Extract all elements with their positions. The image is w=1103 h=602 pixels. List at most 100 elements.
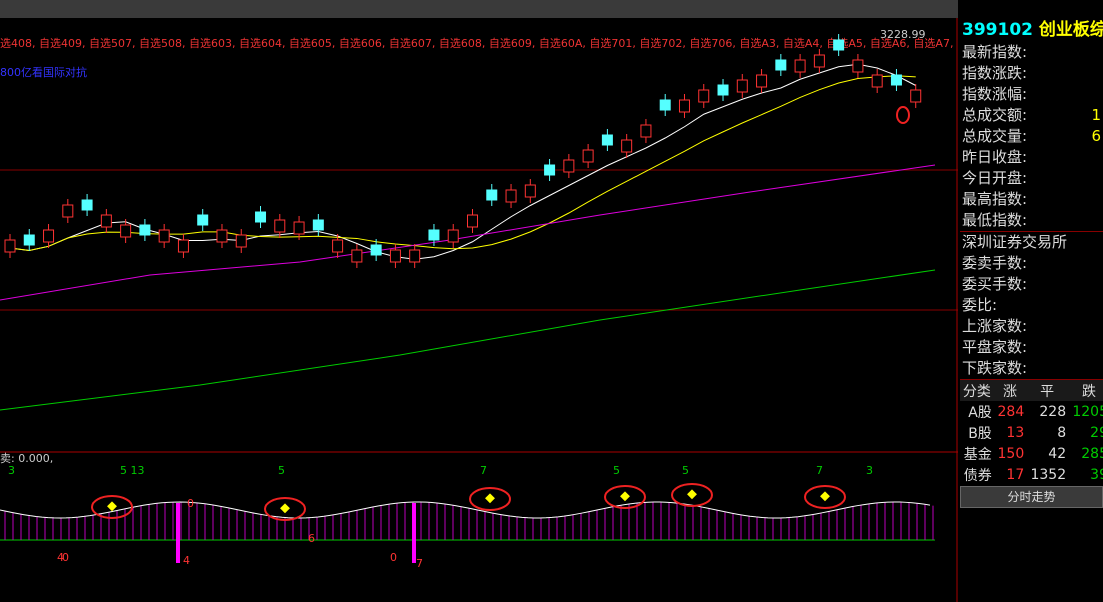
candle — [871, 74, 883, 88]
candle — [389, 249, 401, 263]
column-header: 跌 — [1068, 379, 1103, 401]
field-label: 今日开盘: — [962, 169, 1028, 187]
candle — [833, 39, 845, 51]
field-row: 今日开盘: — [960, 168, 1103, 189]
tab-strip[interactable]: 选408, 自选409, 自选507, 自选508, 自选603, 自选604,… — [0, 37, 958, 50]
candle — [736, 79, 748, 93]
candle — [370, 244, 382, 256]
code: 399102 — [962, 20, 1033, 40]
candle — [544, 164, 556, 176]
candle — [255, 211, 267, 223]
highlight — [91, 495, 133, 519]
breadth-cell: 债券 — [963, 467, 992, 484]
breadth-cell: 1352 — [1030, 466, 1067, 483]
quote-title: 399102 创业板综 — [960, 18, 1103, 42]
candle — [274, 219, 286, 233]
signal — [485, 493, 495, 504]
candle — [158, 229, 170, 243]
breadth-cell: 基金 — [963, 446, 992, 463]
book-row: 委卖手数: — [962, 254, 1028, 272]
top-bar — [0, 0, 958, 18]
breadth-row: 债券 17 1352 39 — [960, 464, 1103, 485]
candle — [717, 84, 729, 96]
candle — [910, 89, 922, 103]
candle — [332, 239, 344, 253]
intraday-button[interactable]: 分时走势 — [960, 486, 1103, 508]
breadth-row: A股 284 228 1205 — [960, 401, 1103, 422]
book-row: 平盘家数: — [962, 338, 1028, 356]
candle — [678, 99, 690, 113]
field-value: 1 — [1091, 106, 1101, 124]
candle — [601, 134, 613, 146]
breadth-cell: 29 — [1090, 424, 1103, 441]
candle — [563, 159, 575, 173]
candle — [43, 229, 55, 243]
candle — [813, 54, 825, 68]
candle — [756, 74, 768, 88]
candle — [428, 229, 440, 241]
candle — [659, 99, 671, 111]
breadth-cell: 150 — [997, 445, 1025, 462]
marker-label: 0 — [390, 551, 397, 564]
signal — [820, 491, 830, 502]
note: 800亿看国际对抗 — [0, 65, 87, 79]
field-label: 昨日收盘: — [962, 148, 1028, 166]
breadth-cell: 17 — [1006, 466, 1025, 483]
candle — [120, 224, 132, 238]
ma-line — [0, 269, 936, 411]
breadth-row: B股 13 8 29 — [960, 422, 1103, 443]
candle — [81, 199, 93, 211]
count-label: 7 — [480, 464, 487, 477]
breadth-cell: 8 — [1057, 424, 1067, 441]
candle — [216, 229, 228, 243]
candle — [62, 204, 74, 218]
field-value: 6 — [1091, 127, 1101, 145]
signal — [107, 501, 117, 512]
column-header: 分类 — [960, 379, 994, 401]
highlight — [671, 483, 713, 507]
candle — [890, 74, 902, 86]
field-row: 总成交额: 1 — [960, 105, 1103, 126]
high-label: 3228.99 — [880, 28, 926, 41]
field-row: 最新指数: — [960, 42, 1103, 63]
field-label: 总成交量: — [962, 127, 1028, 145]
spike — [176, 503, 180, 563]
candle — [486, 189, 498, 201]
field-label: 指数涨幅: — [962, 85, 1028, 103]
signal — [687, 489, 697, 500]
breadth-row: 基金 150 42 285 — [960, 443, 1103, 464]
candle — [409, 249, 421, 263]
marker-label: 0 — [187, 497, 194, 510]
candle — [312, 219, 324, 231]
candle — [794, 59, 806, 73]
candle — [4, 239, 16, 253]
candle — [505, 189, 517, 203]
candle — [640, 124, 652, 138]
candle — [775, 59, 787, 71]
marker-label: 6 — [308, 532, 315, 545]
candle — [100, 214, 112, 228]
marker-label: 4 — [57, 551, 64, 564]
signal — [620, 491, 630, 502]
column-header: 涨 — [993, 379, 1027, 401]
candle — [621, 139, 633, 153]
name: 创业板综 — [1038, 20, 1103, 40]
candle — [524, 184, 536, 198]
kline-chart: 选408, 自选409, 自选507, 自选508, 自选603, 自选604,… — [0, 0, 958, 602]
quote-panel: 399102 创业板综 最新指数: 指数涨跌: 指数涨幅: 总成交额: 1 总成交量: 6 昨… — [960, 18, 1103, 602]
field-row: 指数涨幅: — [960, 84, 1103, 105]
breadth-cell: 13 — [1006, 424, 1025, 441]
candle — [197, 214, 209, 226]
ma-line — [9, 75, 916, 252]
breadth-cell: 1205 — [1072, 403, 1103, 420]
candle — [698, 89, 710, 103]
book-row: 委买手数: — [962, 275, 1028, 293]
field-row: 最高指数: — [960, 189, 1103, 210]
breadth-cell: 42 — [1048, 445, 1067, 462]
field-row: 最低指数: — [960, 210, 1103, 231]
candle — [351, 249, 363, 263]
field-label: 总成交额: — [962, 106, 1028, 124]
candle — [235, 234, 247, 248]
breadth-cell: 285 — [1081, 445, 1103, 462]
